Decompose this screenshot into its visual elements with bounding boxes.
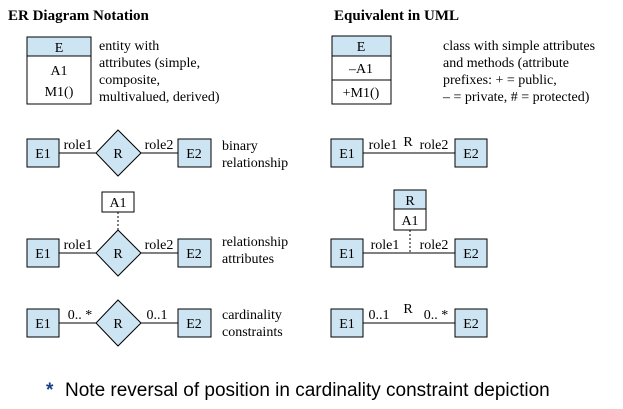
relationship-attributes-description: relationship attributes xyxy=(222,235,288,267)
description-line: – = private, # = protected) xyxy=(442,90,590,105)
role1-label: role1 xyxy=(64,238,93,253)
er-notation-header: ER Diagram Notation xyxy=(8,8,149,24)
footnote: * Note reversal of position in cardinali… xyxy=(46,380,550,401)
relationship-label: R xyxy=(113,247,123,262)
entity-e1-box xyxy=(26,308,60,338)
description-line: relationship xyxy=(222,156,288,171)
entity-e2-label: E2 xyxy=(186,247,202,262)
description-line: multivalued, derived) xyxy=(99,90,220,105)
entity-e1-label: E1 xyxy=(339,317,355,332)
right-multiplicity-label: 0.. * xyxy=(424,308,449,323)
uml-class: E –A1 +M1() xyxy=(331,35,392,105)
association-class-name: R xyxy=(405,194,415,209)
description-line: composite, xyxy=(99,73,160,88)
er-entity-name: E xyxy=(55,41,64,56)
role2-label: role2 xyxy=(420,238,449,253)
right-cardinality-label: 0..1 xyxy=(147,308,168,323)
entity-e2-box xyxy=(177,308,212,338)
er-entity-attr-box xyxy=(26,55,92,105)
description-line: entity with xyxy=(99,39,159,54)
association-name: R xyxy=(403,302,413,317)
entity-e1-box xyxy=(26,238,60,268)
entity-e1-box xyxy=(330,238,364,268)
role1-label: role1 xyxy=(371,238,400,253)
role2-label: role2 xyxy=(420,138,449,153)
binary-relationship-description: binary relationship xyxy=(222,139,288,171)
er-entity: E A1 M1() xyxy=(26,36,92,105)
entity-e1-label: E1 xyxy=(35,317,51,332)
entity-e1-label: E1 xyxy=(35,247,51,262)
description-line: and methods (attribute xyxy=(443,56,569,71)
role1-label: role1 xyxy=(369,138,398,153)
relationship-label: R xyxy=(113,147,123,162)
uml-binary-association: E1 E2 role1 R role2 xyxy=(330,135,488,168)
description-line: cardinality xyxy=(222,308,282,323)
entity-e2-box xyxy=(177,138,212,168)
footnote-star: * xyxy=(46,380,54,401)
footnote-text: Note reversal of position in cardinality… xyxy=(65,380,550,401)
cardinality-constraints-description: cardinality constraints xyxy=(222,308,283,340)
association-class-attribute: A1 xyxy=(401,214,418,229)
er-cardinality-constraints: E1 E2 R 0.. * 0..1 xyxy=(26,299,212,347)
entity-e2-label: E2 xyxy=(463,247,479,262)
left-multiplicity-label: 0..1 xyxy=(369,308,390,323)
er-binary-relationship: E1 E2 R role1 role2 xyxy=(26,129,212,177)
description-line: class with simple attributes xyxy=(443,39,595,54)
description-line: constraints xyxy=(222,325,283,340)
attribute-label: A1 xyxy=(109,196,126,211)
description-line: binary xyxy=(222,139,258,154)
uml-class-name: E xyxy=(357,40,366,55)
entity-e1-box xyxy=(330,308,364,338)
left-cardinality-label: 0.. * xyxy=(68,308,93,323)
er-entity-attribute: A1 xyxy=(50,64,67,79)
role2-label: role2 xyxy=(145,138,174,153)
entity-e2-label: E2 xyxy=(186,147,202,162)
uml-equivalent-header: Equivalent in UML xyxy=(334,8,459,24)
role2-label: role2 xyxy=(145,238,174,253)
association-name: R xyxy=(403,135,413,150)
relationship-diamond xyxy=(95,229,142,277)
entity-e2-box xyxy=(454,308,488,338)
entity-e2-box xyxy=(454,238,488,268)
uml-association-class: R A1 E1 E2 role1 role2 xyxy=(330,189,488,268)
entity-e2-label: E2 xyxy=(463,147,479,162)
uml-class-attr-box xyxy=(331,55,392,81)
entity-e2-box xyxy=(454,138,488,168)
description-line: attributes xyxy=(222,252,274,267)
role1-label: role1 xyxy=(64,138,93,153)
uml-class-attribute: –A1 xyxy=(348,62,373,77)
entity-e2-label: E2 xyxy=(186,317,202,332)
entity-e1-box xyxy=(330,138,364,168)
relationship-label: R xyxy=(113,317,123,332)
entity-e1-box xyxy=(26,138,60,168)
entity-e2-box xyxy=(177,238,212,268)
description-line: relationship xyxy=(222,235,288,250)
uml-class-description: class with simple attributes and methods… xyxy=(442,39,595,105)
entity-e2-label: E2 xyxy=(463,317,479,332)
relationship-diamond xyxy=(95,129,142,177)
entity-e1-label: E1 xyxy=(339,147,355,162)
entity-e1-label: E1 xyxy=(339,247,355,262)
er-entity-description: entity with attributes (simple, composit… xyxy=(99,39,220,105)
er-relationship-attributes: A1 E1 E2 R role1 role2 xyxy=(26,191,212,277)
uml-cardinality-constraints: E1 E2 R 0..1 0.. * xyxy=(330,302,488,338)
description-line: prefixes: + = public, xyxy=(443,73,557,88)
uml-class-method-box xyxy=(331,79,392,105)
description-line: attributes (simple, xyxy=(99,56,200,71)
relationship-diamond xyxy=(95,299,142,347)
er-entity-method: M1() xyxy=(45,85,74,100)
uml-class-method: +M1() xyxy=(343,86,380,101)
entity-e1-label: E1 xyxy=(35,147,51,162)
